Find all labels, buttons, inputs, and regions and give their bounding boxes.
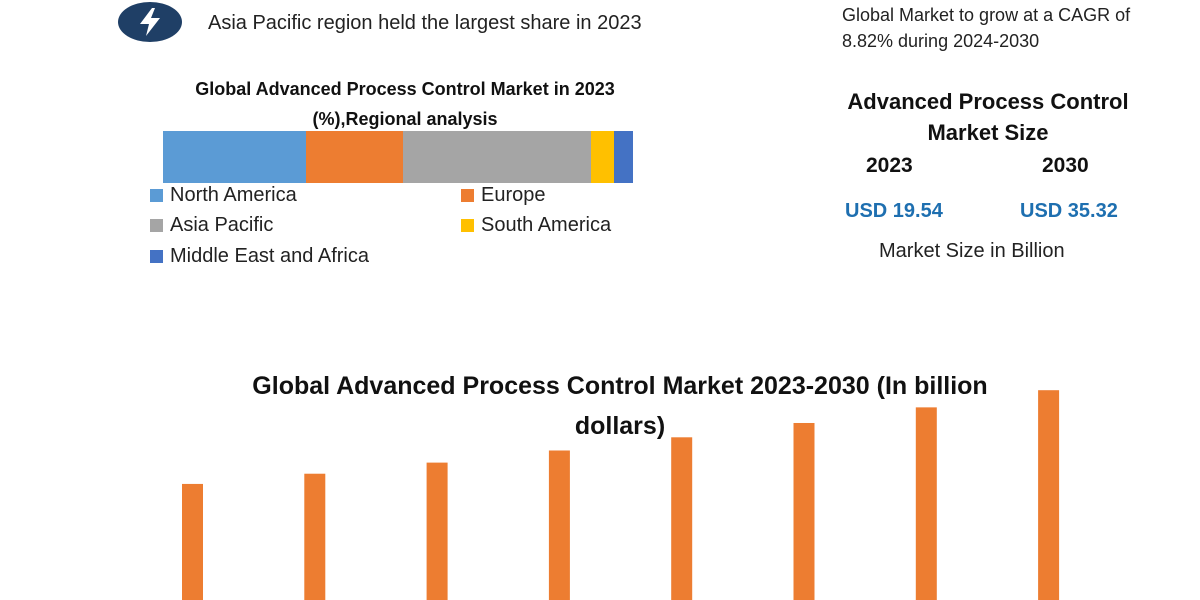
value-end: USD 35.32 — [1020, 200, 1118, 222]
legend-europe: Europe — [461, 184, 546, 207]
legend-swatch — [461, 189, 474, 202]
legend-asia-pacific: Asia Pacific — [150, 214, 273, 237]
market-size-title: Advanced Process Control Market Size — [847, 89, 1129, 145]
legend-label: Middle East and Africa — [170, 245, 369, 267]
cagr-text: Global Market to grow at a CAGR of 8.82%… — [842, 5, 1131, 51]
region-highlight-text: Asia Pacific region held the largest sha… — [208, 12, 642, 34]
bar-2027 — [671, 437, 693, 600]
bar-2025 — [426, 462, 448, 600]
legend-label: North America — [170, 184, 297, 206]
segment-europe — [306, 131, 403, 183]
segment-north-america — [163, 131, 307, 183]
legend-swatch — [150, 219, 163, 232]
bar-2029 — [915, 407, 937, 600]
regional-chart-title: Global Advanced Process Control Market i… — [195, 79, 615, 129]
bar-2026 — [548, 450, 570, 600]
year-start-label: 2023 — [866, 154, 913, 177]
bar-2024 — [304, 473, 326, 600]
legend-swatch — [150, 189, 163, 202]
market-size-unit-note: Market Size in Billion — [879, 240, 1065, 262]
year-end-label: 2030 — [1042, 154, 1089, 177]
segment-middle-east-africa — [614, 131, 633, 183]
value-start: USD 19.54 — [845, 200, 943, 222]
segment-south-america — [590, 131, 615, 183]
legend-label: South America — [481, 214, 612, 236]
segment-asia-pacific — [402, 131, 591, 183]
annual-chart-title: Global Advanced Process Control Market 2… — [252, 372, 988, 440]
lightning-bolt-icon — [118, 2, 182, 42]
bar-2028 — [793, 422, 815, 600]
legend-label: Europe — [481, 184, 546, 206]
legend-swatch — [150, 250, 163, 263]
legend-label: Asia Pacific — [170, 214, 274, 236]
legend-swatch — [461, 219, 474, 232]
bar-2023 — [182, 483, 203, 600]
regional-stacked-bar — [163, 131, 633, 183]
bar-2030 — [1038, 390, 1060, 600]
legend-south-america: South America — [461, 214, 611, 237]
legend-middle-east-africa: Middle East and Africa — [150, 245, 369, 268]
legend-north-america: North America — [150, 184, 297, 207]
